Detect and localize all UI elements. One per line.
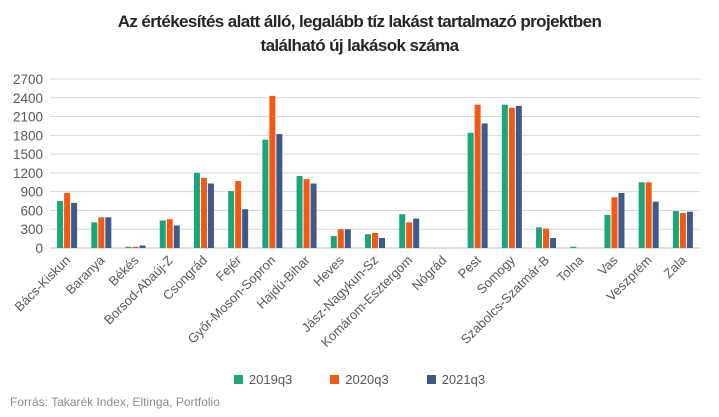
bar-2020q3	[611, 197, 618, 248]
bar-2021q3	[310, 183, 317, 248]
bar-2019q3	[125, 246, 132, 248]
bar-2019q3	[91, 222, 98, 248]
legend-label: 2021q3	[441, 372, 486, 387]
legend-item: 2019q3	[233, 372, 293, 387]
gridlines	[50, 78, 700, 249]
legend-swatch	[330, 375, 340, 384]
chart-title-line-2: található új lakások száma	[260, 36, 460, 55]
bar-2021q3	[105, 217, 112, 248]
bar-2021q3	[344, 229, 351, 248]
x-category-label: Baranya	[63, 252, 108, 297]
y-tick-label: 1800	[13, 128, 43, 143]
x-category-label: Vas	[595, 252, 621, 278]
bar-2019q3	[399, 214, 406, 248]
bar-2021q3	[207, 183, 214, 248]
bar-2020q3	[200, 177, 207, 248]
y-tick-label: 1500	[13, 147, 43, 162]
bar-2021q3	[276, 134, 283, 248]
bar-2021q3	[481, 123, 488, 248]
bar-2019q3	[638, 182, 645, 248]
bar-2021q3	[550, 237, 557, 248]
bar-2021q3	[173, 225, 180, 248]
legend-item: 2021q3	[426, 372, 486, 387]
x-category-label: Pest	[455, 252, 484, 281]
x-axis-category-labels: Bács-KiskunBaranyaBékésBorsod-Abaúj-ZCso…	[12, 252, 690, 350]
bar-2021q3	[413, 218, 420, 248]
bar-2020q3	[303, 179, 310, 248]
bar-2020q3	[64, 192, 71, 248]
bar-2021q3	[618, 192, 625, 248]
bar-2019q3	[570, 246, 577, 248]
bar-2019q3	[193, 172, 200, 248]
bar-2020q3	[679, 212, 686, 248]
bars	[57, 95, 693, 249]
legend-swatch	[233, 375, 243, 384]
x-category-label: Tolna	[554, 252, 587, 285]
bar-2020q3	[406, 222, 413, 248]
bar-2019q3	[604, 214, 611, 248]
y-tick-label: 2400	[13, 91, 43, 106]
bar-2020q3	[98, 217, 105, 248]
bar-2020q3	[645, 182, 652, 248]
chart-title-line-1: Az értékesítés alatt álló, legalább tíz …	[117, 12, 602, 31]
bar-2021q3	[686, 211, 693, 248]
bar-2020q3	[543, 228, 550, 248]
bar-2019q3	[159, 220, 166, 248]
bar-2021q3	[71, 202, 78, 248]
bar-2019q3	[262, 139, 269, 248]
bar-2020q3	[235, 181, 242, 248]
bar-2020q3	[269, 95, 276, 249]
bar-2019q3	[296, 176, 303, 248]
x-category-label: Zala	[661, 252, 690, 281]
bar-2021q3	[652, 201, 659, 248]
bar-2021q3	[379, 237, 385, 248]
y-tick-label: 2100	[13, 110, 43, 125]
bar-2019q3	[228, 191, 235, 248]
bar-2019q3	[501, 104, 508, 248]
y-tick-label: 1200	[13, 166, 43, 181]
y-tick-label: 300	[20, 222, 43, 237]
x-category-label: Bács-Kiskun	[12, 253, 74, 315]
y-tick-label: 0	[35, 241, 43, 256]
y-tick-label: 2700	[13, 72, 43, 87]
bar-2021q3	[515, 105, 522, 248]
legend-label: 2019q3	[248, 372, 293, 387]
bar-2019q3	[365, 234, 371, 248]
y-tick-label: 900	[20, 185, 43, 200]
bar-2020q3	[337, 229, 344, 248]
legend-swatch	[426, 375, 436, 384]
bar-2020q3	[474, 104, 481, 248]
bar-2020q3	[166, 219, 173, 248]
bar-2019q3	[536, 227, 543, 248]
bar-2021q3	[139, 245, 146, 248]
x-category-label: Nógrád	[409, 253, 450, 294]
bar-2019q3	[672, 211, 679, 248]
chart-title: Az értékesítés alatt álló, legalább tíz …	[0, 10, 719, 58]
legend-label: 2020q3	[345, 372, 389, 387]
bar-2020q3	[132, 246, 139, 248]
bar-2019q3	[467, 132, 474, 248]
y-axis-tick-labels: 0 300 600 900 1200 1500 1800 2100 2400 2700	[13, 72, 43, 256]
bar-2020q3	[508, 107, 515, 248]
bar-2021q3	[242, 209, 249, 248]
source-note: Forrás: Takarék Index, Eltinga, Portfoli…	[10, 395, 220, 409]
bar-2020q3	[372, 232, 378, 248]
bar-2019q3	[330, 236, 337, 248]
legend: 2019q3 2020q3 2021q3	[0, 372, 719, 387]
y-tick-label: 600	[20, 203, 43, 218]
bar-2019q3	[57, 201, 64, 248]
legend-item: 2020q3	[330, 372, 389, 387]
